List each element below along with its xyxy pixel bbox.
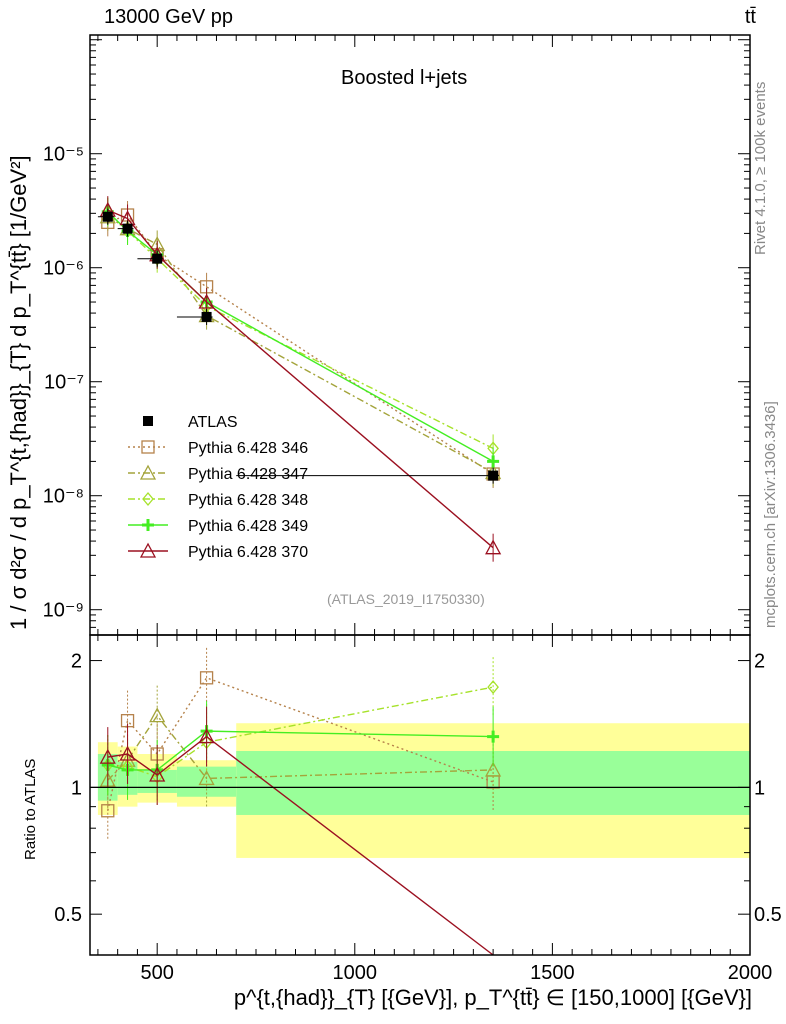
ratio-tick-label-right: 0.5: [754, 904, 782, 926]
ratio-point: [198, 770, 215, 786]
mcplots-reference-label: mcplots.cern.ch [arXiv:1306.3436]: [762, 401, 779, 628]
legend-marker-3: [142, 519, 154, 531]
legend-label-0: Pythia 6.428 346: [188, 440, 308, 457]
x-tick-label: 1500: [530, 962, 575, 984]
series-point: [198, 293, 215, 309]
rivet-version-label: Rivet 4.1.0, ≥ 100k events: [752, 81, 769, 255]
ratio-point: [487, 680, 499, 695]
legend-marker-atlas: [143, 416, 153, 426]
ratio-y-ticks: 0.5 0.5 1 1 2 2: [54, 651, 782, 927]
analysis-id: (ATLAS_2019_I1750330): [327, 591, 485, 607]
ratio-tick-label-left: 1: [71, 777, 82, 799]
y-tick-label: 10⁻⁹: [43, 600, 84, 622]
ratio-series-layer: [99, 647, 502, 956]
ratio-point: [149, 766, 166, 782]
ratio-point: [99, 748, 116, 764]
energy-label: 13000 GeV pp: [104, 6, 233, 28]
ratio-point: [487, 730, 500, 743]
series-line-3: [107, 211, 494, 463]
legend-label-2: Pythia 6.428 348: [188, 492, 308, 509]
atlas-point: [201, 311, 212, 322]
ratio-tick-label-left: 0.5: [54, 904, 82, 926]
ratio-point: [485, 761, 502, 777]
panel-title: Boosted l+jets: [341, 67, 468, 89]
ratio-tick-label-left: 2: [71, 651, 82, 673]
legend-marker-4: [139, 542, 157, 558]
legend: ATLAS Pythia 6.428 346 Pythia 6.428 347 Pyt…: [128, 414, 308, 561]
ratio-point: [199, 671, 214, 685]
ratio-point: [149, 707, 166, 723]
atlas-point: [488, 470, 499, 481]
ratio-tick-label-right: 1: [754, 777, 765, 799]
legend-marker-0: [141, 440, 155, 454]
x-tick-label: 500: [140, 962, 173, 984]
y-axis-label: 1 / σ d²σ / d p_T^{t,{had}}_{T} d p_T^{t…: [6, 155, 31, 630]
y-tick-label: 10⁻⁷: [44, 372, 84, 394]
y-tick-label: 10⁻⁸: [43, 486, 84, 508]
series-line-0: [107, 214, 494, 475]
ratio-point: [198, 728, 215, 744]
process-label: tt̄: [744, 6, 756, 28]
ratio-panel-frame: [89, 634, 751, 956]
y-tick-label: 10⁻⁵: [43, 144, 84, 166]
legend-marker-1: [139, 464, 157, 480]
y-tick-label: 10⁻⁶: [43, 258, 84, 280]
main-y-ticks: 10⁻⁹ 10⁻⁸ 10⁻⁷ 10⁻⁶ 10⁻⁵: [43, 39, 750, 636]
atlas-point: [152, 253, 163, 264]
ratio-y-axis-label: Ratio to ATLAS: [22, 758, 39, 860]
ratio-uncertainty-bands: [97, 723, 750, 858]
x-tick-label: 2000: [728, 962, 773, 984]
series-point: [487, 455, 500, 468]
atlas-point: [102, 211, 113, 222]
atlas-data-layer: [97, 208, 500, 484]
series-point: [485, 539, 502, 555]
legend-label-3: Pythia 6.428 349: [188, 518, 308, 535]
legend-label-1: Pythia 6.428 347: [188, 466, 308, 483]
legend-label-4: Pythia 6.428 370: [188, 544, 308, 561]
legend-label-atlas: ATLAS: [188, 414, 238, 431]
ratio-point: [119, 745, 136, 761]
x-tick-label: 1000: [333, 962, 378, 984]
x-axis-label: p^{t,{had}}_{T} [{GeV}], p_T^{tt̄} ∈ [15…: [233, 985, 752, 1010]
series-line-1: [107, 216, 494, 474]
ratio-frame-box: [89, 634, 751, 956]
ratio-point: [101, 804, 115, 818]
legend-marker-2: [142, 491, 154, 507]
series-line-2: [107, 211, 494, 450]
ratio-tick-label-right: 2: [754, 651, 765, 673]
atlas-point: [122, 223, 133, 234]
x-axis-ticks: 500 1000 1500 2000: [97, 35, 773, 984]
